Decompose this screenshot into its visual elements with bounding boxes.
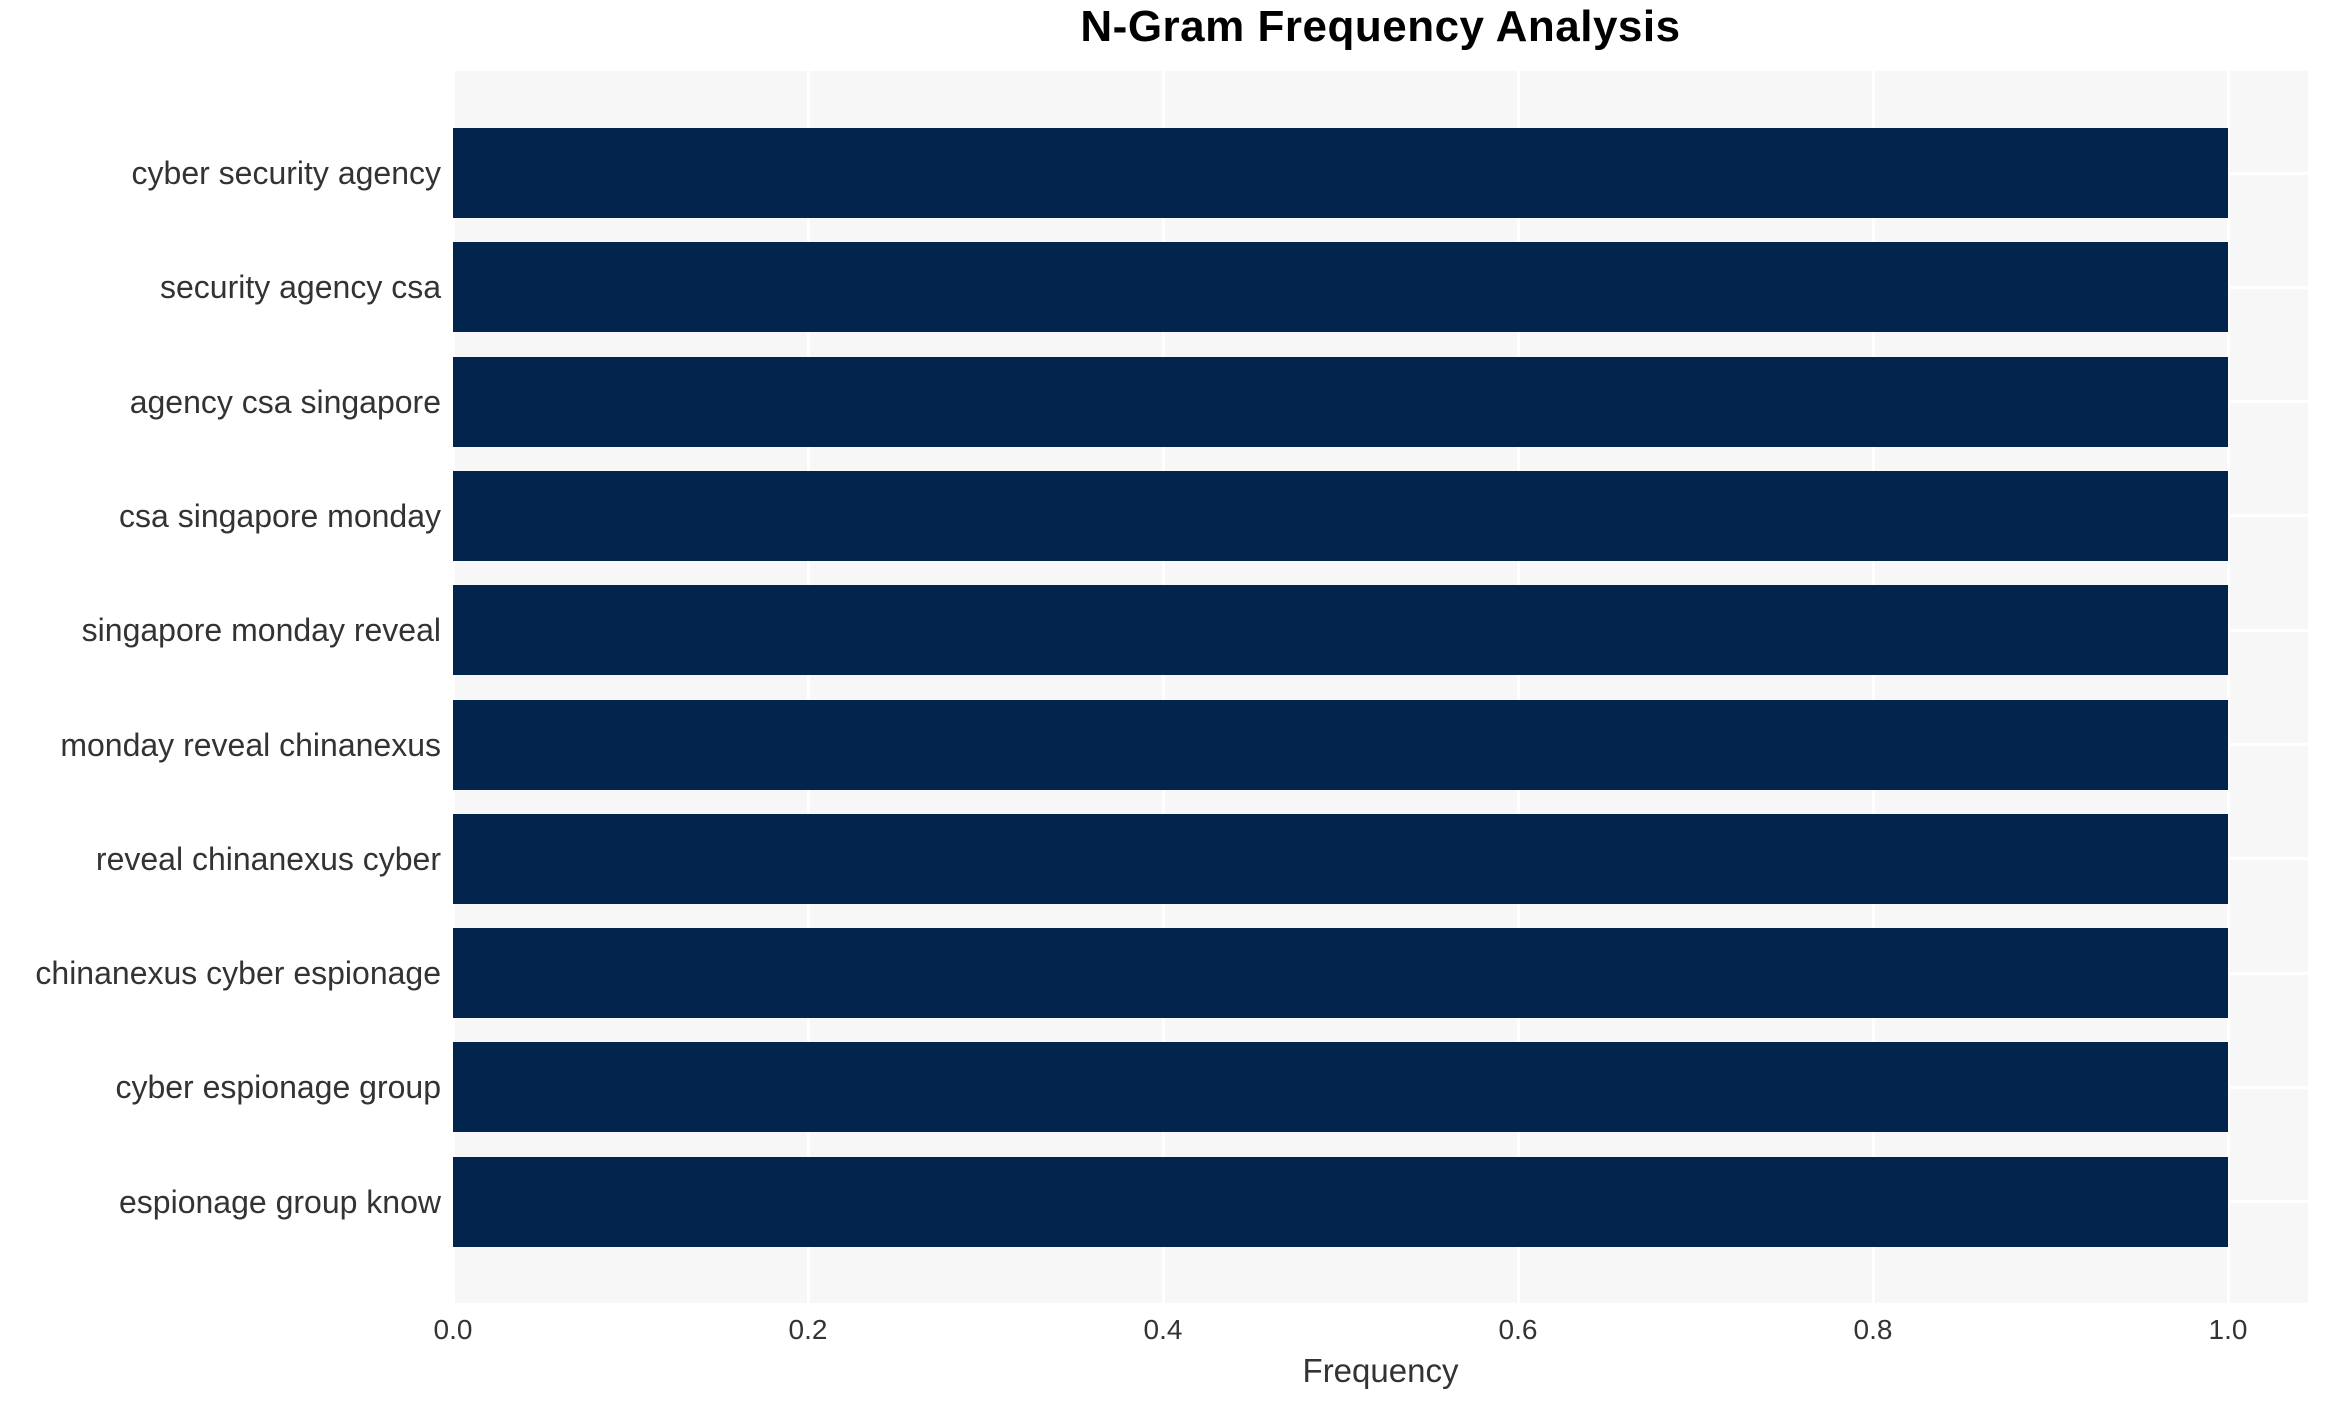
x-tick-label: 0.6 (1498, 1314, 1538, 1345)
y-tick-label: cyber espionage group (115, 1069, 441, 1106)
bar (453, 699, 2228, 790)
x-tick-label: 0.8 (1853, 1314, 1893, 1345)
bar (453, 1156, 2228, 1247)
x-tick-label: 0.2 (788, 1314, 828, 1345)
y-tick-label: agency csa singapore (129, 383, 441, 420)
x-gridline (1871, 71, 1875, 1303)
y-tick-label: cyber security agency (131, 155, 441, 191)
x-tick-label: 0.0 (433, 1314, 473, 1345)
y-tick-label: monday reveal chinanexus (60, 726, 441, 763)
y-tick-label: chinanexus cyber espionage (35, 955, 441, 992)
bar (453, 356, 2228, 447)
y-tick-label: csa singapore monday (119, 497, 441, 534)
x-axis-title: Frequency (1302, 1352, 1459, 1389)
bar (453, 1042, 2228, 1133)
x-gridline (1161, 71, 1165, 1303)
bar (453, 813, 2228, 904)
x-gridline (2226, 71, 2230, 1303)
plot-area (451, 71, 2308, 1303)
x-tick-label: 0.4 (1143, 1314, 1183, 1345)
y-tick-label: espionage group know (118, 1183, 441, 1220)
x-gridline (806, 71, 810, 1303)
bar (453, 242, 2228, 333)
y-tick-label: singapore monday reveal (81, 612, 441, 649)
bar (453, 585, 2228, 676)
bar (453, 128, 2228, 218)
y-tick-label: reveal chinanexus cyber (95, 840, 441, 877)
x-gridline (451, 71, 455, 1303)
chart-title: N-Gram Frequency Analysis (1080, 2, 1681, 51)
y-tick-label: security agency csa (159, 269, 441, 306)
bar (453, 470, 2228, 561)
bar (453, 928, 2228, 1019)
x-tick-label: 1.0 (2208, 1314, 2248, 1345)
x-gridline (1516, 71, 1520, 1303)
